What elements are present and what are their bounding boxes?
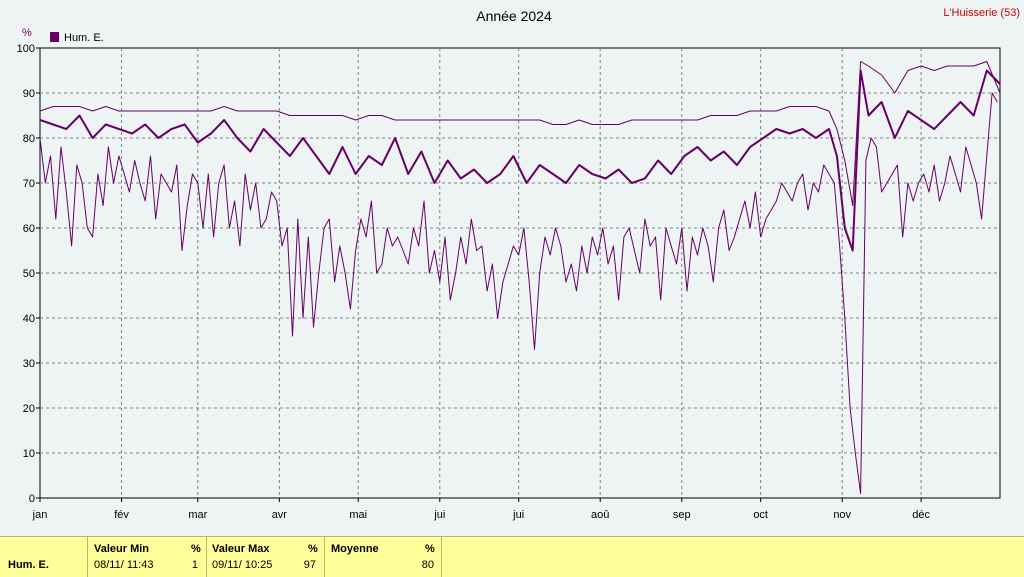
y-tick-label: 20 [23,403,35,415]
x-tick-label: sep [673,509,691,521]
x-tick-label: déc [912,509,930,521]
min-date: 08/11/ 11:43 [94,559,154,571]
x-tick-label: mai [349,509,367,521]
x-tick-label: oct [753,509,768,521]
x-tick-label: fév [114,509,129,521]
avg-value: 80 [421,559,434,571]
y-tick-label: 60 [23,223,35,235]
chart-title: Année 2024 [476,8,552,24]
legend-label: Hum. E. [64,32,104,44]
series-line-max [39,61,1001,206]
avg-label: Moyenne [331,543,379,555]
y-unit-label: % [22,27,32,39]
y-tick-label: 100 [17,43,35,55]
x-tick-label: avr [272,509,288,521]
max-label: Valeur Max [212,543,270,555]
y-tick-label: 50 [23,268,35,280]
max-unit: % [308,543,318,555]
min-value: 1 [191,559,198,571]
legend-swatch [50,32,59,42]
y-tick-label: 0 [29,493,35,505]
min-label: Valeur Min [94,543,150,555]
series-line-mean [39,69,1001,252]
x-tick-label: jan [32,509,48,521]
x-tick-label: aoû [591,509,609,521]
y-tick-label: 40 [23,313,35,325]
y-tick-label: 30 [23,358,35,370]
stats-footer: Hum. E. Valeur Min % 08/11/ 11:43 1 Vale… [0,536,1024,577]
avg-unit: % [425,543,435,555]
x-tick-label: jui [512,509,524,521]
x-tick-label: nov [833,509,851,521]
humidity-chart: Année 2024 L'Huisserie (53) % Hum. E. 0 1… [17,7,1020,521]
y-tick-label: 90 [23,88,35,100]
x-tick-label: jui [433,509,445,521]
y-tick-label: 80 [23,133,35,145]
y-tick-label: 70 [23,178,35,190]
site-label: L'Huisserie (53) [943,7,1020,19]
max-value: 97 [303,559,316,571]
y-tick-label: 10 [23,448,35,460]
series-line-min [39,92,998,494]
max-date: 09/11/ 10:25 [212,559,273,571]
x-tick-label: mar [188,509,207,521]
min-unit: % [191,543,201,555]
footer-series-name: Hum. E. [8,559,49,571]
